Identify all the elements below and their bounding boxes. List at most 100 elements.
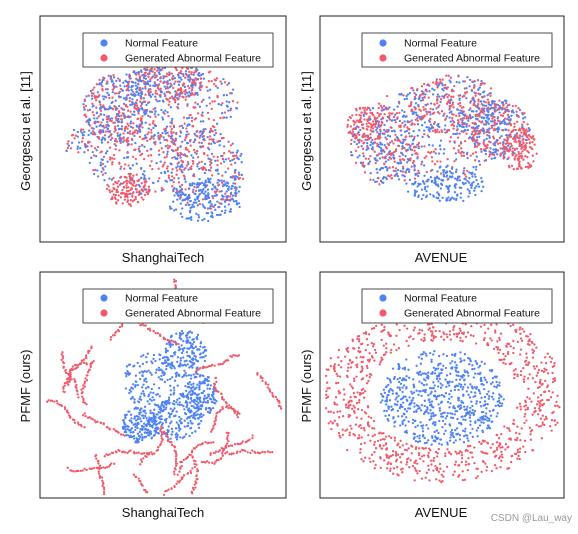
point-normal (146, 385, 150, 389)
panel-shanghaitech-pfmf: PFMF (ours) ShanghaiTech Normal Feature … (18, 271, 287, 520)
point (170, 137, 173, 140)
point-abnormal (82, 384, 85, 387)
point-normal (130, 417, 133, 420)
point (86, 149, 90, 152)
point (162, 151, 165, 154)
point-abnormal (152, 330, 155, 333)
point (135, 77, 138, 80)
point (129, 103, 132, 107)
point (401, 153, 404, 156)
point-normal (207, 376, 210, 379)
point-abnormal (121, 189, 124, 192)
point-abnormal (102, 482, 105, 486)
point (385, 177, 388, 181)
point (135, 124, 138, 127)
point-normal (447, 196, 450, 199)
point (502, 104, 505, 107)
point (505, 102, 508, 105)
point-abnormal (137, 451, 140, 454)
point-abnormal (370, 126, 373, 129)
point (476, 132, 479, 135)
point-abnormal (82, 397, 85, 400)
point (160, 68, 163, 72)
point-normal (194, 430, 197, 433)
point (112, 153, 116, 157)
point (226, 105, 229, 108)
point-normal (158, 358, 161, 361)
point-normal (203, 217, 206, 221)
point (408, 146, 411, 149)
point (434, 152, 437, 155)
point-normal (191, 358, 195, 361)
point (163, 161, 166, 164)
point-abnormal (259, 451, 262, 455)
point-normal (206, 194, 210, 197)
point (178, 168, 181, 171)
point-abnormal (135, 451, 138, 455)
point (211, 197, 215, 200)
point (206, 89, 209, 92)
point-normal (432, 195, 435, 198)
point-normal (181, 192, 184, 196)
point (409, 144, 412, 147)
point (228, 150, 231, 153)
point-abnormal (177, 342, 180, 346)
point (393, 156, 396, 159)
point-abnormal (210, 430, 213, 433)
point-normal (200, 405, 204, 408)
point (227, 157, 230, 160)
point (207, 157, 210, 160)
point (473, 133, 477, 136)
point (170, 132, 173, 135)
point-normal (454, 183, 457, 187)
point-abnormal (153, 452, 156, 455)
point-normal (186, 386, 190, 389)
point-normal (136, 383, 139, 387)
point (525, 141, 528, 145)
point (473, 159, 477, 162)
point (420, 163, 423, 166)
point (112, 121, 115, 125)
point (227, 140, 230, 143)
point (110, 78, 113, 81)
point (473, 129, 476, 132)
point-normal (133, 400, 136, 404)
point-abnormal (531, 154, 534, 157)
point (195, 149, 199, 153)
point-abnormal (379, 125, 382, 128)
point (375, 168, 378, 171)
point (131, 132, 134, 136)
point (223, 200, 227, 203)
point (379, 149, 383, 152)
point (118, 78, 121, 82)
point-normal (220, 202, 223, 205)
point (127, 93, 130, 97)
point-normal (145, 431, 149, 435)
point-normal (191, 182, 194, 185)
point (396, 168, 400, 172)
point-normal (130, 421, 134, 424)
point (157, 83, 160, 87)
point (203, 167, 207, 170)
point (502, 119, 506, 122)
point-abnormal (143, 193, 147, 197)
point-normal (169, 384, 172, 387)
point (474, 123, 477, 126)
point-normal (134, 428, 137, 432)
point-abnormal (62, 365, 65, 368)
point (210, 152, 214, 156)
point-normal (200, 412, 203, 415)
point-abnormal (164, 490, 167, 493)
point-normal (187, 330, 191, 334)
point-abnormal (71, 418, 75, 421)
point-abnormal (85, 468, 88, 472)
point-abnormal (97, 459, 100, 463)
point-normal (188, 381, 191, 384)
point-normal (205, 197, 208, 201)
point (426, 83, 430, 86)
point (201, 145, 205, 148)
point-normal (136, 422, 140, 425)
point (141, 143, 144, 147)
point-abnormal (526, 135, 529, 139)
point (70, 141, 74, 144)
